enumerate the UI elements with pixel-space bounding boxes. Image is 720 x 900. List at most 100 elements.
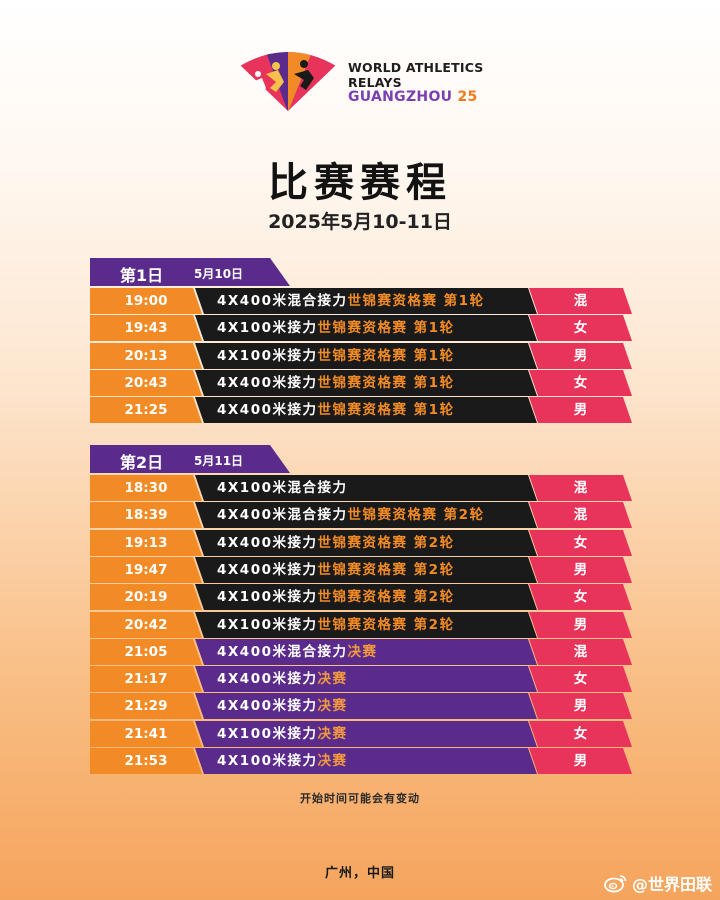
event-name-line: 4X100米混合接力 (217, 475, 347, 501)
logo-year: 25 (457, 89, 478, 105)
event-name: 4X400米混合接力 (217, 293, 348, 309)
schedule-row: 20:19 4X100米接力世锦赛资格赛 第2轮 女 (90, 584, 632, 610)
event-name: 4X400米接力 (217, 671, 318, 687)
event-round: 世锦赛资格赛 第2轮 (317, 589, 455, 605)
gender-badge: 男 (529, 397, 632, 423)
schedule-row: 21:53 4X100米接力决赛 男 (90, 748, 632, 774)
relay-fan-logo-icon (239, 52, 337, 114)
start-time: 21:41 (90, 721, 202, 747)
event-name: 4X400米接力 (217, 375, 318, 391)
schedule-row: 20:43 4X400米接力世锦赛资格赛 第1轮 女 (90, 370, 632, 396)
gender-badge: 女 (529, 584, 632, 610)
schedule-row: 18:39 4X400米混合接力世锦赛资格赛 第2轮 混 (90, 502, 632, 528)
start-time: 20:13 (90, 343, 202, 369)
event-cell: 4X100米接力世锦赛资格赛 第2轮 (195, 612, 537, 638)
start-time: 21:29 (90, 693, 202, 719)
watermark-text: @世界田联 (631, 875, 712, 894)
schedule-row: 21:41 4X100米接力决赛 女 (90, 721, 632, 747)
event-name-line: 4X100米接力决赛 (217, 748, 347, 774)
event-name-line: 4X100米接力世锦赛资格赛 第2轮 (217, 584, 455, 610)
event-name: 4X400米接力 (217, 698, 318, 714)
schedule-row: 21:29 4X400米接力决赛 男 (90, 693, 632, 719)
event-cell: 4X400米接力决赛 (195, 666, 537, 692)
event-round: 决赛 (347, 644, 378, 660)
logo-line-1: WORLD ATHLETICS (348, 60, 484, 75)
event-name: 4X400米混合接力 (217, 507, 348, 523)
event-cell: 4X400米混合接力世锦赛资格赛 第2轮 (195, 502, 537, 528)
event-round: 世锦赛资格赛 第1轮 (317, 320, 455, 336)
event-round: 世锦赛资格赛 第2轮 (317, 535, 455, 551)
schedule-row: 19:47 4X400米接力世锦赛资格赛 第2轮 男 (90, 557, 632, 583)
start-time: 19:47 (90, 557, 202, 583)
schedule-row: 20:42 4X100米接力世锦赛资格赛 第2轮 男 (90, 612, 632, 638)
event-cell: 4X400米接力世锦赛资格赛 第1轮 (195, 397, 537, 423)
event-cell: 4X100米接力世锦赛资格赛 第1轮 (195, 343, 537, 369)
logo-line-3: GUANGZHOU 25 (348, 90, 484, 105)
event-name: 4X100米混合接力 (217, 480, 348, 496)
event-name-line: 4X400米接力世锦赛资格赛 第2轮 (217, 557, 455, 583)
day-label: 第2日 (120, 453, 164, 472)
event-name-line: 4X100米接力世锦赛资格赛 第2轮 (217, 612, 455, 638)
event-round: 世锦赛资格赛 第2轮 (347, 507, 485, 523)
event-name-line: 4X400米接力世锦赛资格赛 第1轮 (217, 370, 455, 396)
event-cell: 4X100米接力世锦赛资格赛 第2轮 (195, 584, 537, 610)
day-label: 第1日 (120, 266, 164, 285)
event-round: 世锦赛资格赛 第1轮 (347, 293, 485, 309)
event-round: 世锦赛资格赛 第1轮 (317, 348, 455, 364)
event-name: 4X400米接力 (217, 535, 318, 551)
event-name: 4X100米接力 (217, 753, 318, 769)
schedule-row: 19:43 4X100米接力世锦赛资格赛 第1轮 女 (90, 315, 632, 341)
event-cell: 4X400米混合接力世锦赛资格赛 第1轮 (195, 288, 537, 314)
gender-badge: 女 (529, 315, 632, 341)
event-cell: 4X100米接力决赛 (195, 721, 537, 747)
start-time: 21:25 (90, 397, 202, 423)
event-name-line: 4X400米接力世锦赛资格赛 第2轮 (217, 530, 455, 556)
gender-badge: 男 (529, 693, 632, 719)
gender-badge: 混 (529, 475, 632, 501)
event-name-line: 4X400米接力决赛 (217, 693, 347, 719)
gender-badge: 女 (529, 370, 632, 396)
watermark: @世界田联 (604, 872, 712, 894)
event-name: 4X100米接力 (217, 589, 318, 605)
day-header: 第1日 5月10日 (90, 258, 290, 286)
gender-badge: 女 (529, 721, 632, 747)
gender-badge: 男 (529, 343, 632, 369)
start-time: 21:17 (90, 666, 202, 692)
event-cell: 4X400米接力世锦赛资格赛 第2轮 (195, 530, 537, 556)
start-time: 20:42 (90, 612, 202, 638)
start-time: 21:53 (90, 748, 202, 774)
day-header: 第2日 5月11日 (90, 445, 290, 473)
event-name: 4X400米接力 (217, 402, 318, 418)
schedule-row: 21:17 4X400米接力决赛 女 (90, 666, 632, 692)
logo-line-2: RELAYS (348, 75, 402, 90)
event-logo: WORLD ATHLETICS RELAYS GUANGZHOU 25 (236, 48, 496, 118)
event-round: 世锦赛资格赛 第2轮 (317, 617, 455, 633)
location: 广州，中国 (324, 866, 395, 881)
gender-badge: 混 (529, 502, 632, 528)
page-title: 比赛赛程 (268, 160, 452, 206)
event-name-line: 4X100米接力世锦赛资格赛 第1轮 (217, 315, 455, 341)
event-round: 决赛 (317, 698, 348, 714)
logo-city: GUANGZHOU (348, 89, 453, 105)
schedule-row: 18:30 4X100米混合接力 混 (90, 475, 632, 501)
event-cell: 4X100米接力决赛 (195, 748, 537, 774)
event-cell: 4X100米接力世锦赛资格赛 第1轮 (195, 315, 537, 341)
gender-badge: 混 (529, 288, 632, 314)
start-time: 18:30 (90, 475, 202, 501)
schedule-row: 21:25 4X400米接力世锦赛资格赛 第1轮 男 (90, 397, 632, 423)
gender-badge: 男 (529, 557, 632, 583)
gender-badge: 男 (529, 612, 632, 638)
start-time: 21:05 (90, 639, 202, 665)
event-name: 4X100米接力 (217, 617, 318, 633)
event-name-line: 4X400米混合接力世锦赛资格赛 第2轮 (217, 502, 485, 528)
start-time: 18:39 (90, 502, 202, 528)
schedule-row: 19:13 4X400米接力世锦赛资格赛 第2轮 女 (90, 530, 632, 556)
event-cell: 4X400米混合接力决赛 (195, 639, 537, 665)
weibo-icon (604, 875, 627, 893)
event-round: 决赛 (317, 753, 348, 769)
event-cell: 4X100米混合接力 (195, 475, 537, 501)
schedule-row: 20:13 4X100米接力世锦赛资格赛 第1轮 男 (90, 343, 632, 369)
schedule-row: 19:00 4X400米混合接力世锦赛资格赛 第1轮 混 (90, 288, 632, 314)
event-name-line: 4X400米混合接力决赛 (217, 639, 377, 665)
event-name-line: 4X400米混合接力世锦赛资格赛 第1轮 (217, 288, 485, 314)
